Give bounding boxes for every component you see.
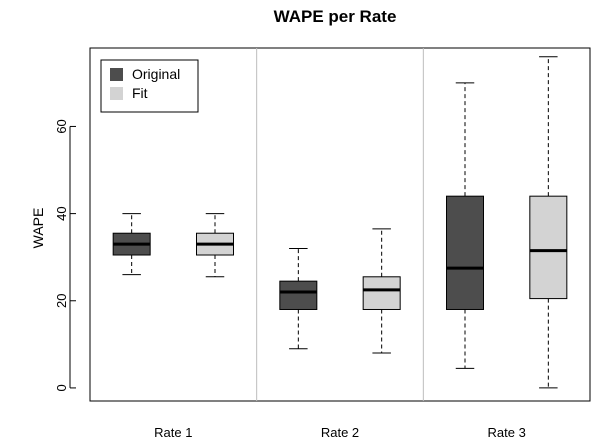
y-axis-label: WAPE <box>30 208 46 249</box>
box-body <box>446 195 484 310</box>
y-tick-label: 60 <box>54 119 69 133</box>
box-body <box>362 276 401 310</box>
legend-swatch <box>110 87 123 100</box>
legend-label: Fit <box>132 85 148 101</box>
x-category-label: Rate 3 <box>488 425 526 440</box>
legend-swatch <box>110 68 123 81</box>
y-tick-label: 20 <box>54 294 69 308</box>
plot-area: 0 20 40 60 Rate 1 Rate 2 Rate 3 <box>54 47 591 440</box>
y-tick-label: 0 <box>54 384 69 391</box>
legend: Original Fit <box>100 59 199 113</box>
x-category-label: Rate 2 <box>321 425 359 440</box>
chart-title: WAPE per Rate <box>274 7 397 26</box>
y-tick-label: 40 <box>54 206 69 220</box>
x-category-label: Rate 1 <box>154 425 192 440</box>
legend-label: Original <box>132 66 180 82</box>
box-body <box>529 195 568 300</box>
box-body <box>279 280 318 310</box>
plot-frame <box>89 47 591 402</box>
